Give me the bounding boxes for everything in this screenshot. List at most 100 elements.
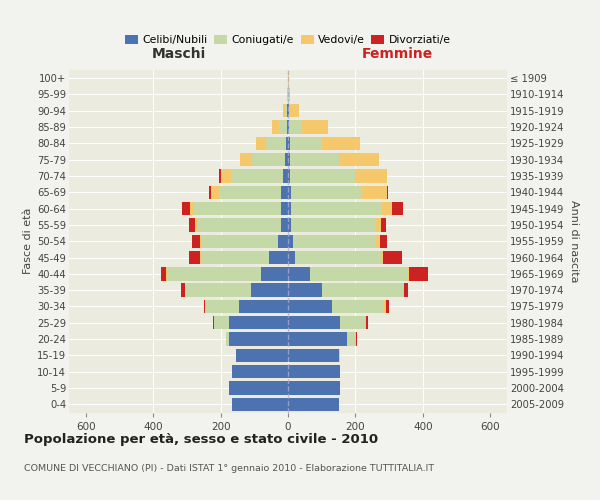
Bar (272, 120, 278, 134)
Bar (338, 348, 340, 362)
Bar (226, 332, 229, 346)
Bar (356, 332, 357, 346)
Bar (284, 104, 287, 118)
Bar (286, 153, 288, 166)
Bar (355, 332, 356, 346)
Bar (376, 218, 380, 232)
Bar (288, 72, 289, 85)
Bar (288, 88, 289, 101)
Bar (355, 170, 388, 182)
Bar (347, 332, 355, 346)
Bar (196, 218, 197, 232)
Bar (214, 316, 229, 330)
Bar (288, 300, 332, 313)
Bar (286, 136, 288, 150)
Bar (365, 316, 366, 330)
Bar (289, 104, 290, 118)
Bar (219, 186, 281, 199)
Bar (167, 267, 261, 280)
Bar (288, 170, 290, 182)
Y-axis label: Anni di nascita: Anni di nascita (569, 200, 578, 282)
Bar (290, 153, 338, 166)
Bar (392, 202, 403, 215)
Bar (295, 251, 380, 264)
Bar (288, 316, 340, 330)
Bar (288, 332, 347, 346)
Bar (231, 170, 283, 182)
Bar (240, 153, 251, 166)
Bar (281, 218, 288, 232)
Bar (287, 120, 288, 134)
Bar (202, 234, 278, 248)
Bar (232, 365, 288, 378)
Bar (181, 284, 185, 297)
Bar (383, 251, 402, 264)
Bar (290, 186, 361, 199)
Bar (288, 104, 289, 118)
Bar (278, 234, 288, 248)
Bar (290, 104, 299, 118)
Bar (219, 170, 221, 182)
Bar (382, 202, 392, 215)
Bar (161, 267, 166, 280)
Bar (200, 234, 202, 248)
Bar (288, 136, 290, 150)
Bar (188, 251, 200, 264)
Bar (361, 186, 387, 199)
Bar (384, 300, 386, 313)
Bar (380, 218, 386, 232)
Bar (376, 234, 380, 248)
Bar (213, 316, 214, 330)
Bar (386, 300, 389, 313)
Bar (200, 251, 202, 264)
Bar (211, 186, 219, 199)
Bar (380, 251, 383, 264)
Bar (290, 136, 322, 150)
Bar (185, 284, 251, 297)
Bar (266, 136, 286, 150)
Bar (289, 88, 290, 101)
Bar (197, 218, 281, 232)
Bar (256, 136, 266, 150)
Bar (202, 251, 269, 264)
Bar (251, 284, 288, 297)
Bar (288, 218, 292, 232)
Bar (204, 300, 205, 313)
Bar (288, 186, 290, 199)
Bar (229, 316, 288, 330)
Bar (190, 202, 194, 215)
Bar (281, 202, 288, 215)
Bar (322, 284, 403, 297)
Bar (229, 382, 288, 394)
Bar (229, 332, 288, 346)
Y-axis label: Fasce di età: Fasce di età (23, 208, 33, 274)
Bar (366, 316, 368, 330)
Bar (380, 234, 387, 248)
Bar (290, 170, 355, 182)
Bar (236, 348, 288, 362)
Bar (289, 120, 301, 134)
Text: Maschi: Maschi (151, 48, 206, 62)
Bar (407, 267, 409, 280)
Bar (278, 120, 287, 134)
Bar (322, 136, 361, 150)
Bar (301, 120, 328, 134)
Bar (310, 267, 407, 280)
Bar (205, 300, 239, 313)
Bar (239, 300, 288, 313)
Bar (192, 234, 200, 248)
Bar (182, 202, 190, 215)
Bar (292, 202, 382, 215)
Bar (288, 202, 292, 215)
Bar (338, 153, 379, 166)
Bar (283, 104, 284, 118)
Bar (251, 153, 286, 166)
Bar (288, 348, 338, 362)
Bar (283, 170, 288, 182)
Bar (288, 153, 290, 166)
Bar (281, 186, 288, 199)
Bar (292, 218, 376, 232)
Bar (387, 186, 388, 199)
Bar (288, 251, 295, 264)
Bar (261, 267, 288, 280)
